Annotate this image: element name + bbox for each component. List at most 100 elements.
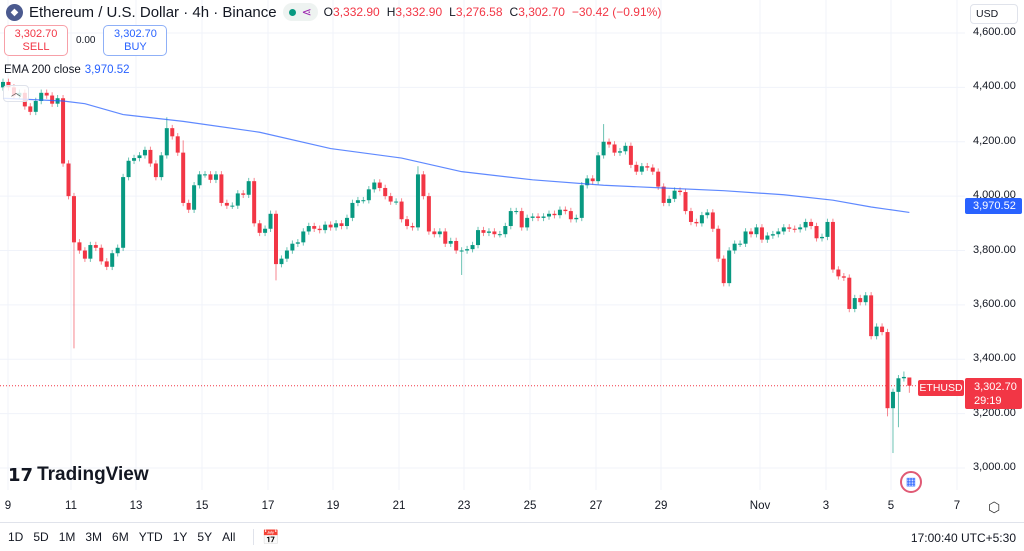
- candle-body: [334, 223, 339, 228]
- candle-body: [88, 245, 93, 259]
- candle-body: [803, 221, 808, 228]
- candle-body: [634, 164, 639, 172]
- candle-body: [388, 196, 393, 202]
- candle-body: [590, 178, 595, 182]
- candle-body: [170, 128, 175, 137]
- symbol-header[interactable]: ◆ Ethereum / U.S. Dollar · 4h · Binance …: [6, 3, 661, 21]
- candle-body: [366, 189, 371, 201]
- price-tick-label: 3,000.00: [973, 461, 1016, 473]
- market-open-dot-icon: [288, 8, 296, 16]
- tradingview-logo[interactable]: 𝟭𝟳 TradingView: [8, 464, 149, 486]
- candle-body: [743, 231, 748, 244]
- candle-body: [77, 242, 82, 251]
- tradingview-logo-icon: 𝟭𝟳: [8, 464, 34, 485]
- candle-body: [405, 219, 410, 227]
- candle-body: [339, 223, 344, 227]
- us-flag-icon[interactable]: ▦: [900, 471, 922, 493]
- candle-body: [344, 217, 349, 227]
- price-chart[interactable]: [0, 0, 965, 490]
- candle-body: [383, 187, 388, 197]
- candle-body: [694, 221, 699, 224]
- last-price-label: 3,302.70 29:19: [965, 378, 1022, 409]
- candle-body: [716, 228, 721, 259]
- candle-body: [312, 226, 317, 229]
- candle-body: [323, 224, 328, 231]
- candle-body: [153, 163, 158, 178]
- buy-button[interactable]: 3,302.70 BUY: [103, 25, 168, 56]
- candle-body: [421, 174, 426, 197]
- time-tick-label: 27: [589, 500, 603, 512]
- candle-body: [541, 216, 546, 218]
- candle-body: [377, 182, 382, 188]
- candle-body: [525, 217, 530, 228]
- time-tick-label: 7: [953, 500, 961, 512]
- candle-body: [770, 234, 775, 236]
- candle-body: [197, 174, 202, 186]
- range-3m[interactable]: 3M: [85, 530, 103, 544]
- close-value: 3,302.70: [518, 5, 565, 19]
- time-tick-label: 23: [457, 500, 471, 512]
- candle-body: [93, 245, 98, 248]
- collapse-legend-button[interactable]: ︿: [3, 85, 29, 102]
- candle-body: [476, 230, 481, 246]
- range-all[interactable]: All: [222, 530, 236, 544]
- candle-body: [617, 151, 622, 153]
- bottom-toolbar: 1D 5D 1M 3M 6M YTD 1Y 5Y All 📅 17:00:40 …: [0, 522, 1024, 551]
- sell-button[interactable]: 3,302.70 SELL: [4, 25, 68, 56]
- candle-body: [295, 242, 300, 244]
- candle-body: [557, 209, 562, 216]
- candle-body: [208, 174, 213, 180]
- candle-body: [426, 196, 431, 232]
- candle-body: [104, 261, 109, 267]
- settings-icon[interactable]: ⬡: [988, 499, 1001, 515]
- range-5y[interactable]: 5Y: [197, 530, 213, 544]
- candle-body: [683, 192, 688, 212]
- trade-panel: 3,302.70 SELL 0.00 3,302.70 BUY: [4, 25, 168, 56]
- candle-body: [1, 81, 5, 88]
- candle-body: [563, 209, 568, 212]
- candle-body: [257, 223, 262, 233]
- candle-body: [825, 221, 830, 237]
- candle-body: [536, 216, 541, 218]
- candle-body: [656, 171, 661, 187]
- candle-body: [213, 174, 218, 180]
- candle-body: [186, 202, 191, 210]
- candle-body: [628, 145, 633, 165]
- candle-body: [437, 231, 442, 235]
- time-tick-label: 17: [261, 500, 275, 512]
- candle-body: [164, 128, 169, 156]
- candle-body: [738, 243, 743, 245]
- range-5d[interactable]: 5D: [33, 530, 49, 544]
- candle-body: [246, 181, 251, 195]
- candle-body: [530, 216, 535, 218]
- spread-value: 0.00: [76, 35, 96, 46]
- price-tick-label: 3,400.00: [973, 352, 1016, 365]
- candle-body: [497, 234, 502, 236]
- range-6m[interactable]: 6M: [112, 530, 129, 544]
- ema-legend[interactable]: EMA 200 close 3,970.52: [4, 64, 129, 76]
- candle-body: [579, 185, 584, 218]
- candle-body: [350, 202, 355, 218]
- candle-body: [601, 141, 606, 156]
- candle-body: [514, 211, 519, 213]
- candle-body: [874, 326, 879, 337]
- candle-body: [607, 141, 612, 145]
- range-1y[interactable]: 1Y: [172, 530, 188, 544]
- time-tick-label: 29: [654, 500, 668, 512]
- range-1m[interactable]: 1M: [58, 530, 76, 544]
- range-ytd[interactable]: YTD: [138, 530, 163, 544]
- currency-selector[interactable]: USD: [970, 4, 1018, 24]
- price-tick-label: 3,800.00: [973, 243, 1016, 256]
- ema-legend-value: 3,970.52: [84, 64, 130, 76]
- candle-body: [732, 243, 737, 251]
- clock[interactable]: 17:00:40 UTC+5:30: [910, 531, 1016, 545]
- candle-body: [885, 332, 890, 409]
- market-status-pill[interactable]: ⋖: [282, 3, 318, 21]
- candle-body: [50, 95, 55, 104]
- candle-body: [612, 144, 617, 153]
- sell-label: SELL: [22, 41, 50, 53]
- candle-body: [841, 276, 846, 278]
- symbol-title[interactable]: Ethereum / U.S. Dollar · 4h · Binance: [29, 3, 277, 21]
- range-1d[interactable]: 1D: [8, 530, 24, 544]
- calendar-icon[interactable]: 📅: [262, 528, 280, 545]
